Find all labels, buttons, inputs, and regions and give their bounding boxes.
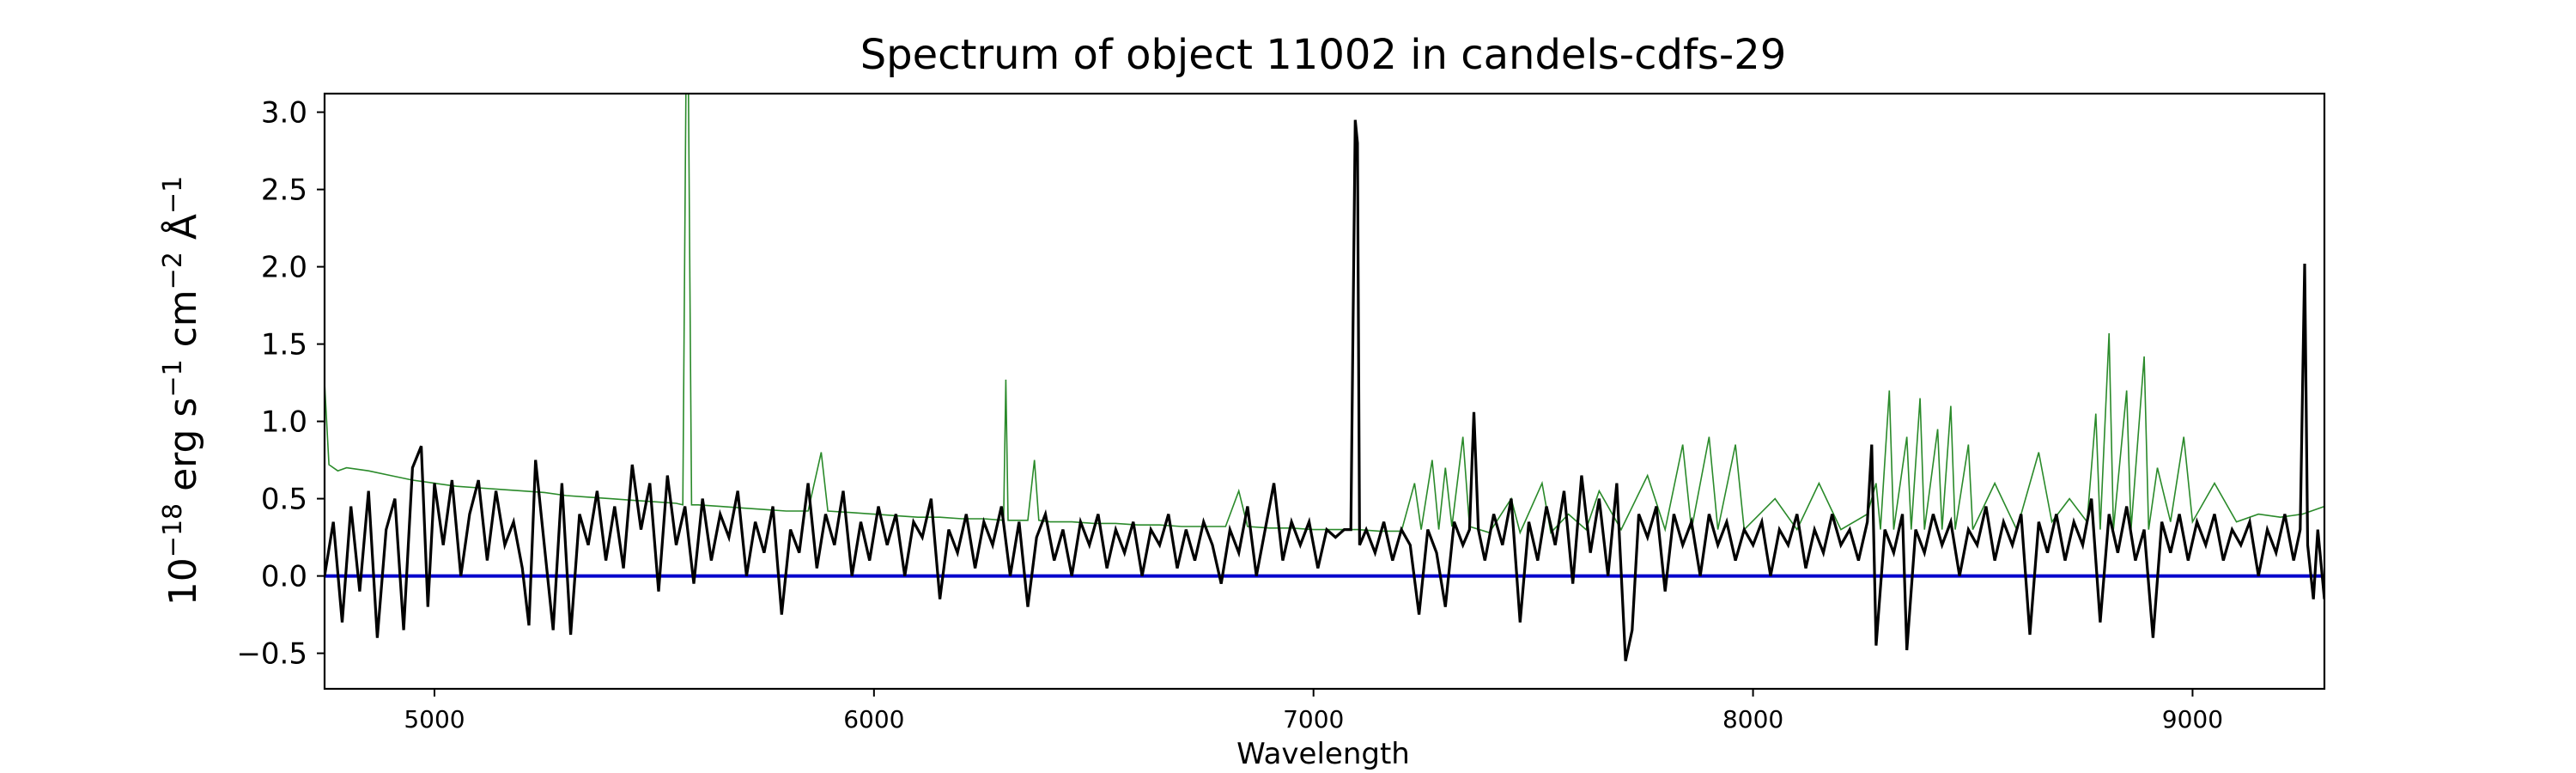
y-axis-label: 10−18 erg s−1 cm−2 Å−1 [158,176,205,606]
y-tick-label: 1.0 [261,405,307,440]
y-tick-label: 2.5 [261,173,307,208]
x-tick-label: 6000 [843,705,904,733]
x-tick-label: 8000 [1722,705,1783,733]
y-label-base: 10 [161,557,205,606]
y-label-exp2: −1 [158,359,188,397]
y-tick-label: 1.5 [261,328,307,362]
chart-title: Spectrum of object 11002 in candels-cdfs… [860,31,1787,79]
plot-area [325,94,2324,661]
y-label-erg: erg s [161,398,205,503]
y-label-ang: Å [160,214,205,252]
x-tick-label: 9000 [2162,705,2223,733]
y-label-cm: cm [161,289,205,359]
x-tick-label: 5000 [404,705,465,733]
y-tick-label: −0.5 [236,637,307,672]
y-label-exp4: −1 [158,176,188,214]
y-axis: −0.5 0.0 0.5 1.0 1.5 2.0 2.5 3.0 [236,96,325,672]
x-axis-label: Wavelength [1236,737,1410,771]
series-error-line [325,94,2324,535]
y-tick-label: 0.0 [261,560,307,594]
y-tick-label: 0.5 [261,483,307,517]
y-tick-label: 3.0 [261,96,307,131]
y-tick-label: 2.0 [261,251,307,285]
x-tick-label: 7000 [1283,705,1344,733]
axes-frame [323,92,2326,691]
y-label-exp1: −18 [158,503,188,557]
series-flux-line [325,119,2324,661]
y-label-exp3: −2 [158,252,188,289]
x-axis: 5000 6000 7000 8000 9000 [404,689,2223,733]
